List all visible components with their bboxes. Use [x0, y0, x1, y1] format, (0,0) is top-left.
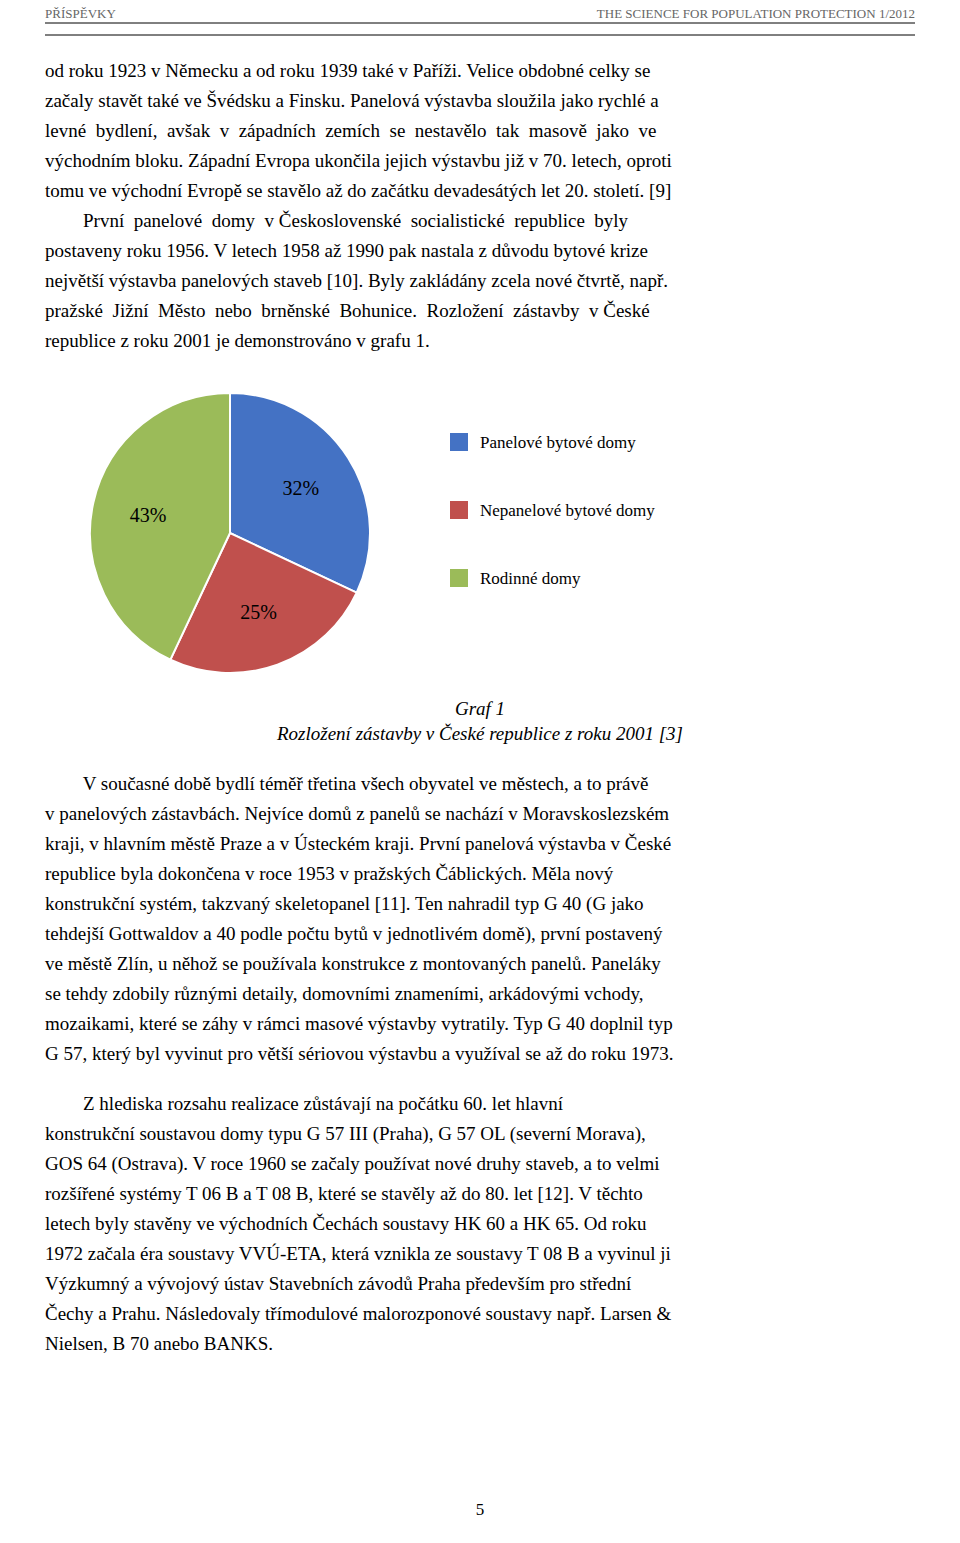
page: PŘÍSPĚVKY THE SCIENCE FOR POPULATION PROT…	[0, 0, 960, 1543]
paragraph-line: v panelových zástavbách. Nejvíce domů z …	[45, 803, 669, 824]
legend-label: Rodinné domy	[480, 569, 581, 588]
paragraph-line: tomu ve východní Evropě se stavělo až do…	[45, 180, 671, 201]
paragraph-line: republice z roku 2001 je demonstrováno v…	[45, 330, 430, 351]
paragraph-line: Čechy a Prahu. Následovaly třímodulové m…	[45, 1303, 672, 1324]
legend-item: Rodinné domy	[450, 569, 581, 588]
legend-swatch	[450, 569, 468, 587]
chart-title: Graf 1	[455, 698, 505, 719]
page-number: 5	[476, 1500, 485, 1519]
data-label: 25%	[240, 601, 277, 623]
header-rule	[45, 23, 915, 24]
header-right: THE SCIENCE FOR POPULATION PROTECTION 1/…	[597, 6, 915, 21]
paragraph: od roku 1923 v Německu a od roku 1939 ta…	[45, 60, 672, 351]
paragraph-line: 1972 začala éra soustavy VVÚ-ETA, která …	[45, 1243, 671, 1264]
paragraph-line: V současné době bydlí téměř třetina všec…	[45, 773, 648, 794]
legend-item: Nepanelové bytové domy	[450, 501, 655, 520]
paragraph-line: Nielsen, B 70 anebo BANKS.	[45, 1333, 273, 1354]
paragraph-line: levné bydlení, avšak v západních zemích …	[45, 120, 657, 141]
paragraph-line: konstrukční systém, takzvaný skeletopane…	[45, 893, 644, 915]
paragraph: Z hlediska rozsahu realizace zůstávají n…	[45, 1093, 672, 1354]
paragraph-line: Výzkumný a vývojový ústav Stavebních záv…	[45, 1273, 632, 1294]
paragraph-line: východním bloku. Západní Evropa ukončila…	[45, 150, 672, 171]
paragraph-line: se tehdy zdobily různými detaily, domovn…	[45, 983, 644, 1004]
legend-label: Nepanelové bytové domy	[480, 501, 655, 520]
legend-swatch	[450, 433, 468, 451]
paragraph-line: kraji, v hlavním městě Praze a v Ústecké…	[45, 833, 671, 854]
paragraph-line: mozaikami, které se záhy v rámci masové …	[45, 1013, 673, 1034]
legend-swatch	[450, 501, 468, 519]
paragraph-line: Z hlediska rozsahu realizace zůstávají n…	[45, 1093, 564, 1114]
paragraph-line: GOS 64 (Ostrava). V roce 1960 se začaly …	[45, 1153, 660, 1175]
paragraph-line: tehdejší Gottwaldov a 40 podle počtu byt…	[45, 923, 663, 945]
pie: 32% 25% 43%	[90, 393, 370, 673]
pie-slice	[90, 393, 230, 660]
legend: Panelové bytové domy Nepanelové bytové do…	[450, 433, 655, 588]
legend-label: Panelové bytové domy	[480, 433, 636, 452]
paragraph-line: letech byly stavěny ve východních Čechác…	[45, 1213, 647, 1234]
paragraph-line: G 57, který byl vyvinut pro větší sériov…	[45, 1043, 673, 1064]
paragraph-line: republice byla dokončena v roce 1953 v p…	[45, 863, 614, 884]
paragraph-line: První panelové domy v Československé soc…	[45, 210, 629, 231]
paragraph-line: postaveny roku 1956. V letech 1958 až 19…	[45, 240, 648, 261]
legend-item: Panelové bytové domy	[450, 433, 636, 452]
paragraph-line: konstrukční soustavou domy typu G 57 III…	[45, 1123, 646, 1145]
data-label: 43%	[130, 504, 167, 526]
paragraph-line: největší výstavba panelových staveb [10]…	[45, 270, 668, 291]
paragraph-line: rozšířené systémy T 06 B a T 08 B, které…	[45, 1183, 643, 1204]
chart-subtitle: Rozložení zástavby v České republice z r…	[276, 723, 683, 744]
paragraph-line: od roku 1923 v Německu a od roku 1939 ta…	[45, 60, 650, 81]
paragraph-line: pražské Jižní Město nebo brněnské Bohuni…	[45, 300, 650, 321]
header-rule	[45, 35, 915, 36]
header-left: PŘÍSPĚVKY	[45, 6, 116, 21]
paragraph-line: začaly stavět také ve Švédsku a Finsku. …	[45, 90, 659, 111]
paragraph: V současné době bydlí téměř třetina všec…	[45, 773, 673, 1064]
paragraph-line: ve městě Zlín, u něhož se používala kons…	[45, 953, 661, 974]
data-label: 32%	[283, 477, 320, 499]
